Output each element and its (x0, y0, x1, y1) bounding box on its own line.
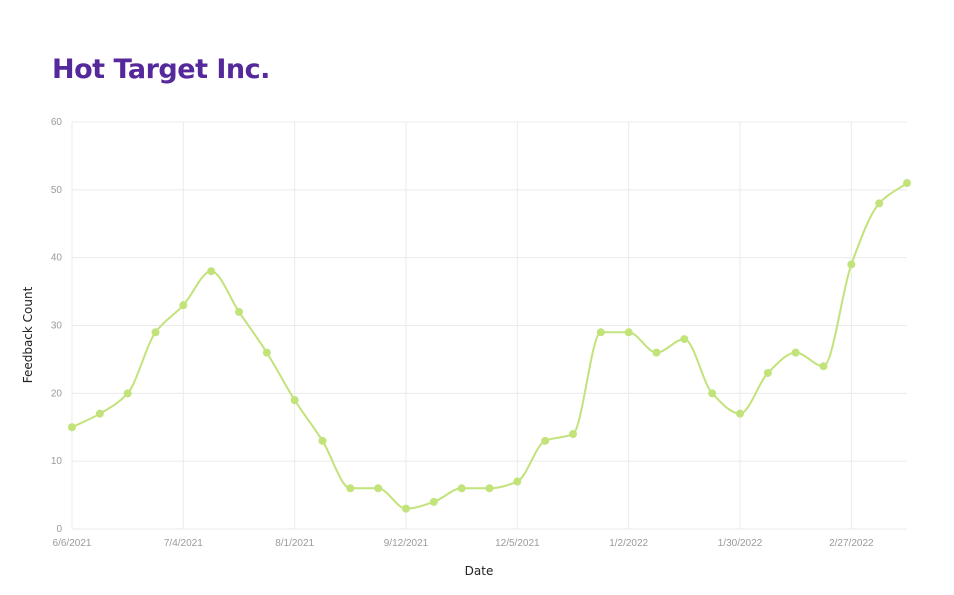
data-point[interactable] (569, 430, 577, 439)
y-tick-label: 20 (51, 388, 63, 399)
y-tick-label: 0 (56, 524, 62, 535)
data-point[interactable] (374, 484, 383, 493)
y-tick-label: 40 (51, 253, 63, 264)
chart-title: Hot Target Inc. (52, 54, 270, 85)
data-point[interactable] (179, 301, 188, 310)
data-point[interactable] (624, 328, 633, 337)
x-axis-ticks: 6/6/2021 7/4/2021 8/1/2021 9/12/2021 12/5/20… (53, 538, 874, 549)
data-point[interactable] (318, 436, 327, 445)
data-point[interactable] (262, 348, 271, 357)
data-point[interactable] (68, 423, 76, 432)
data-point[interactable] (903, 179, 911, 188)
x-tick-label: 1/30/2022 (718, 538, 763, 549)
data-points (68, 179, 911, 513)
data-point[interactable] (875, 199, 884, 208)
data-point[interactable] (680, 335, 689, 344)
y-tick-label: 30 (51, 321, 63, 332)
data-point[interactable] (596, 328, 605, 337)
data-point[interactable] (736, 409, 744, 418)
data-point[interactable] (151, 328, 160, 337)
data-point[interactable] (819, 362, 828, 371)
x-tick-label: 8/1/2021 (275, 538, 314, 549)
x-tick-label: 9/12/2021 (384, 538, 429, 549)
x-tick-label: 7/4/2021 (164, 538, 203, 549)
data-point[interactable] (763, 368, 772, 377)
data-point[interactable] (402, 504, 410, 513)
grid-lines (71, 121, 907, 530)
data-point[interactable] (346, 484, 355, 493)
data-point[interactable] (541, 436, 550, 445)
y-tick-label: 50 (51, 185, 63, 196)
data-point[interactable] (485, 484, 494, 493)
data-point[interactable] (207, 267, 216, 276)
x-axis-label: Date (465, 564, 494, 578)
data-point[interactable] (791, 348, 800, 357)
data-point[interactable] (95, 409, 104, 418)
data-point[interactable] (429, 497, 438, 506)
y-tick-label: 10 (51, 456, 63, 467)
data-point[interactable] (652, 348, 661, 357)
x-tick-label: 2/27/2022 (829, 538, 874, 549)
y-axis-ticks: 0 10 20 30 40 50 60 (51, 117, 63, 535)
series-line (71, 182, 908, 510)
data-point[interactable] (708, 389, 717, 398)
data-point[interactable] (123, 389, 132, 398)
data-point[interactable] (847, 260, 856, 269)
data-point[interactable] (457, 484, 466, 493)
x-tick-label: 6/6/2021 (53, 538, 92, 549)
x-tick-label: 1/2/2022 (609, 538, 648, 549)
x-tick-label: 12/5/2021 (495, 538, 540, 549)
y-tick-label: 60 (51, 117, 63, 128)
data-point[interactable] (513, 477, 522, 486)
data-point[interactable] (235, 307, 243, 316)
data-point[interactable] (290, 396, 299, 405)
y-axis-label: Feedback Count (21, 286, 35, 383)
